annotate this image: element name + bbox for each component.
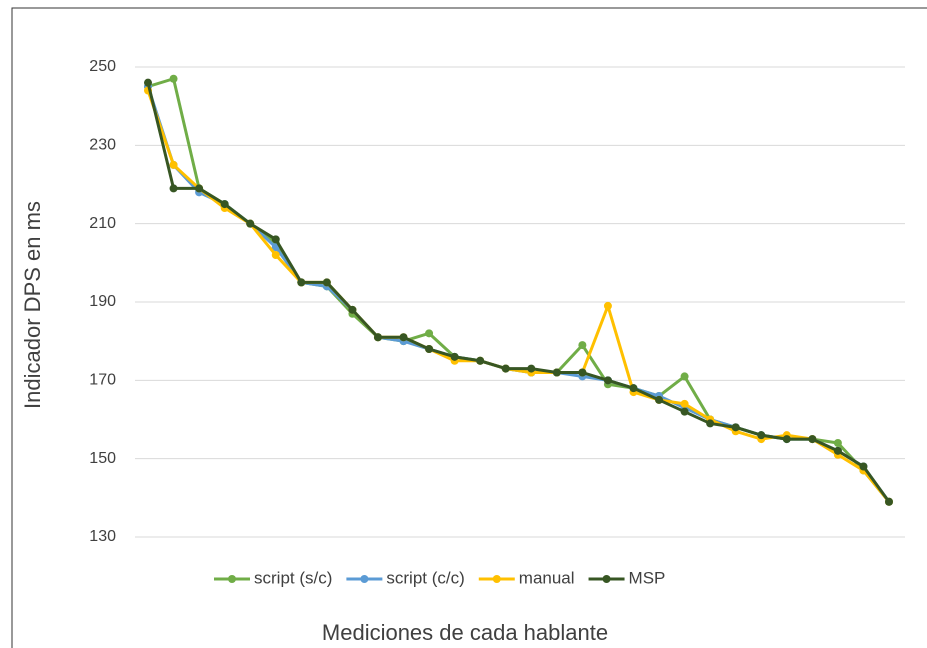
legend-label: manual: [519, 568, 575, 587]
data-point: [578, 341, 587, 350]
data-point: [169, 184, 178, 193]
data-point: [527, 364, 536, 373]
data-point: [322, 278, 331, 287]
data-point: [348, 305, 357, 314]
data-point: [731, 423, 740, 432]
data-point: [680, 399, 689, 408]
data-point: [373, 333, 382, 342]
data-point: [833, 446, 842, 455]
y-tick-label: 170: [89, 372, 116, 389]
data-point: [552, 368, 561, 377]
data-point: [271, 235, 280, 244]
data-point: [246, 219, 255, 228]
x-axis-title: Mediciones de cada hablante: [322, 620, 608, 645]
data-point: [603, 301, 612, 310]
data-point: [885, 497, 893, 506]
data-point: [859, 462, 868, 471]
series-line: [146, 86, 891, 503]
data-point: [220, 200, 229, 209]
data-point: [757, 431, 766, 440]
y-tick-label: 230: [89, 137, 116, 154]
data-point: [578, 368, 587, 377]
data-point: [195, 184, 204, 193]
data-point: [425, 329, 434, 338]
y-tick-label: 210: [89, 215, 116, 232]
y-axis-title: Indicador DPS en ms: [20, 201, 45, 409]
data-point: [144, 78, 152, 87]
data-point: [629, 384, 638, 393]
data-point: [706, 419, 715, 428]
data-point: [833, 439, 842, 448]
legend-label: script (c/c): [386, 568, 464, 587]
legend-label: MSP: [629, 568, 666, 587]
legend-label: script (s/c): [254, 568, 332, 587]
data-point: [297, 278, 306, 287]
data-point: [782, 435, 791, 444]
data-point: [655, 395, 664, 404]
data-point: [680, 407, 689, 416]
series-line: [146, 90, 891, 503]
y-tick-label: 150: [89, 450, 116, 467]
data-point: [169, 160, 178, 169]
y-tick-label: 190: [89, 293, 116, 310]
data-point: [169, 74, 178, 83]
series-line: [146, 82, 891, 503]
legend-marker: [360, 575, 369, 583]
legend-marker: [228, 575, 236, 583]
y-tick-label: 130: [89, 528, 116, 545]
legend-marker: [492, 575, 501, 583]
data-point: [808, 435, 817, 444]
data-point: [680, 372, 689, 381]
chart-frame: [11, 7, 927, 648]
data-point: [425, 345, 434, 354]
data-point: [450, 352, 459, 361]
data-point: [399, 333, 408, 342]
legend-marker: [602, 575, 611, 583]
data-point: [501, 364, 510, 373]
data-point: [271, 251, 280, 260]
data-point: [476, 356, 485, 365]
y-tick-label: 250: [89, 58, 116, 75]
data-point: [603, 376, 612, 385]
